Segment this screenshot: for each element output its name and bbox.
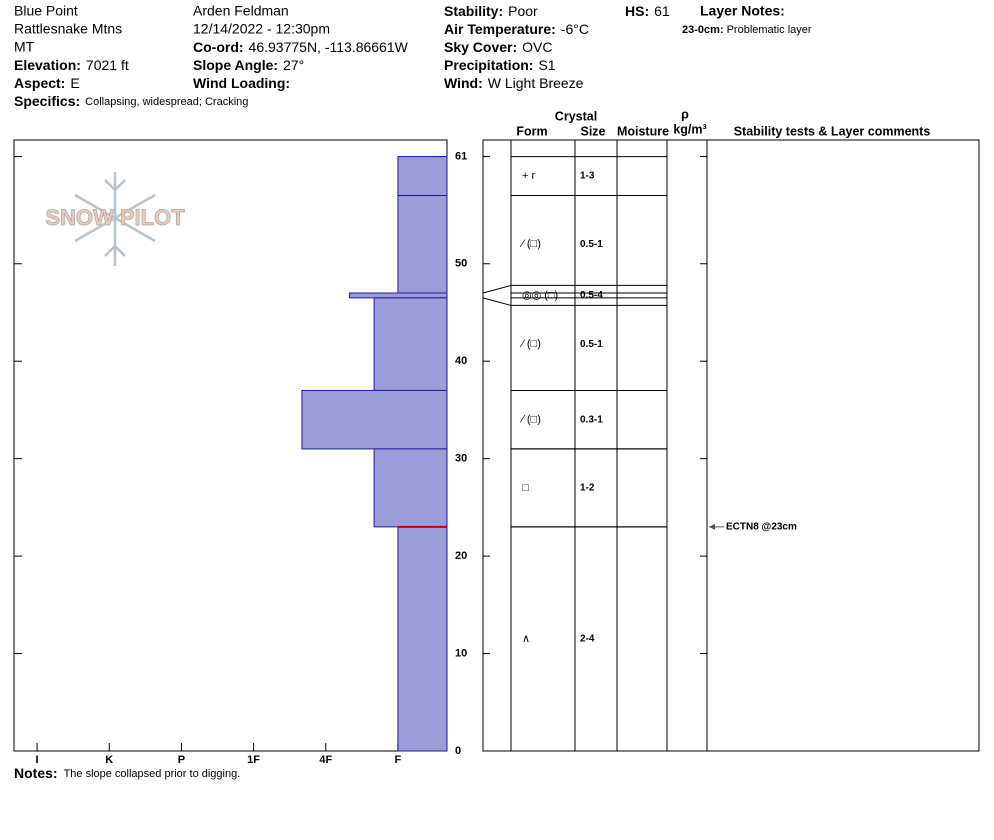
grain-table-frame — [482, 139, 980, 752]
header-field: Aspect: E — [14, 75, 80, 91]
field-value: 27° — [283, 57, 304, 73]
header-field: Blue Point — [14, 3, 78, 19]
grain-size: 2-4 — [580, 634, 595, 645]
hardness-layer — [397, 526, 448, 752]
size-header: Size — [580, 124, 605, 138]
grain-form: ◎◎ (□) — [522, 289, 558, 301]
layer-note: 23-0cm: Problematic layer — [682, 24, 812, 36]
hardness-layer — [397, 156, 448, 197]
field-label: Precipitation: — [444, 57, 533, 73]
y-tick-label: 40 — [455, 355, 467, 367]
x-tick-label: 1F — [247, 754, 260, 766]
x-tick-label: K — [105, 754, 113, 766]
density-unit: kg/m³ — [673, 122, 706, 136]
grain-connector — [482, 284, 512, 294]
field-value: 61 — [654, 3, 670, 19]
comment: ECTN8 @23cm — [726, 522, 797, 533]
field-value: W Light Breeze — [488, 75, 584, 91]
grain-form: ⁄ (□) — [519, 414, 541, 426]
header-field: Sky Cover: OVC — [444, 39, 553, 55]
field-value: 46.93775N, -113.86661W — [249, 39, 409, 55]
hardness-layer — [373, 297, 448, 391]
field-label: Air Temperature: — [444, 21, 556, 37]
density-header: ρ — [681, 107, 689, 121]
field-label: Wind Loading: — [193, 75, 290, 91]
x-tick-label: I — [36, 754, 39, 766]
header-field: Stability: Poor — [444, 3, 538, 19]
field-value: -6°C — [561, 21, 589, 37]
crystal-header: Crystal — [555, 109, 597, 123]
notes-value: The slope collapsed prior to digging. — [64, 768, 241, 780]
y-tick-label: 10 — [455, 647, 467, 659]
grain-size: 0.3-1 — [580, 414, 603, 425]
grain-form: □ — [522, 482, 529, 494]
y-tick-label: 0 — [455, 745, 461, 757]
comment-arrowhead — [709, 523, 715, 530]
field-label: Wind: — [444, 75, 483, 91]
header-field: 12/14/2022 - 12:30pm — [193, 21, 330, 37]
grain-form: ⁄ (□) — [519, 238, 541, 250]
y-tick-label: 61 — [455, 150, 467, 162]
hardness-layer — [301, 389, 448, 450]
x-tick-label: P — [178, 754, 185, 766]
grain-size: 0.5-4 — [580, 290, 603, 301]
grain-size: 0.5-1 — [580, 239, 603, 250]
field-label: Elevation: — [14, 57, 81, 73]
specifics-value: Collapsing, widespread; Cracking — [85, 96, 248, 108]
header-field: MT — [14, 39, 35, 55]
header-field: Co-ord: 46.93775N, -113.86661W — [193, 39, 409, 55]
layer-note-depth: 23-0cm: — [682, 24, 724, 36]
logo — [74, 172, 156, 266]
hardness-layer — [349, 292, 448, 299]
notes-label: Notes: — [14, 765, 58, 781]
grain-form: + r — [522, 170, 535, 182]
specifics-label: Specifics: — [14, 93, 80, 109]
grain-size: 1-3 — [580, 171, 595, 182]
field-label: HS: — [625, 3, 649, 19]
field-label: Slope Angle: — [193, 57, 278, 73]
logo-text: SNOW PILOT — [45, 205, 185, 230]
header-field: Wind Loading: — [193, 75, 290, 91]
field-label: Stability: — [444, 3, 503, 19]
layer-note-text: Problematic layer — [727, 24, 812, 36]
grain-connector — [482, 297, 512, 306]
notes: Notes: The slope collapsed prior to diggi… — [14, 765, 240, 781]
moisture-header: Moisture — [617, 124, 669, 138]
grain-size: 0.5-1 — [580, 339, 603, 350]
grain-column-lines — [510, 140, 708, 751]
field-value: 7021 ft — [86, 57, 129, 73]
specifics: Specifics: Collapsing, widespread; Cracki… — [14, 93, 248, 109]
hardness-layer — [397, 195, 448, 294]
header-field: HS: 61 — [625, 3, 670, 19]
header-field: Elevation: 7021 ft — [14, 57, 129, 73]
field-label: Sky Cover: — [444, 39, 517, 55]
header-field: Precipitation: S1 — [444, 57, 556, 73]
hardness-layer — [373, 448, 448, 528]
y-tick-label: 20 — [455, 550, 467, 562]
x-tick-label: 4F — [319, 754, 332, 766]
grain-form: ⁄ (□) — [519, 338, 541, 350]
field-value: Poor — [508, 3, 538, 19]
comments-header: Stability tests & Layer comments — [734, 124, 931, 138]
header-field: Rattlesnake Mtns — [14, 21, 122, 37]
header-field: Arden Feldman — [193, 3, 289, 19]
field-label: Co-ord: — [193, 39, 244, 55]
x-tick-label: F — [395, 754, 402, 766]
field-label: Aspect: — [14, 75, 65, 91]
header-field: Slope Angle: 27° — [193, 57, 304, 73]
field-value: OVC — [522, 39, 552, 55]
header-field: Wind: W Light Breeze — [444, 75, 584, 91]
grain-form: ∧ — [522, 633, 530, 645]
layer-notes-title: Layer Notes: — [700, 3, 785, 19]
header-field: Air Temperature: -6°C — [444, 21, 589, 37]
y-tick-label: 50 — [455, 258, 467, 270]
grain-size: 1-2 — [580, 483, 595, 494]
form-header: Form — [516, 124, 547, 138]
field-value: S1 — [538, 57, 555, 73]
y-tick-label: 30 — [455, 453, 467, 465]
field-value: E — [70, 75, 79, 91]
